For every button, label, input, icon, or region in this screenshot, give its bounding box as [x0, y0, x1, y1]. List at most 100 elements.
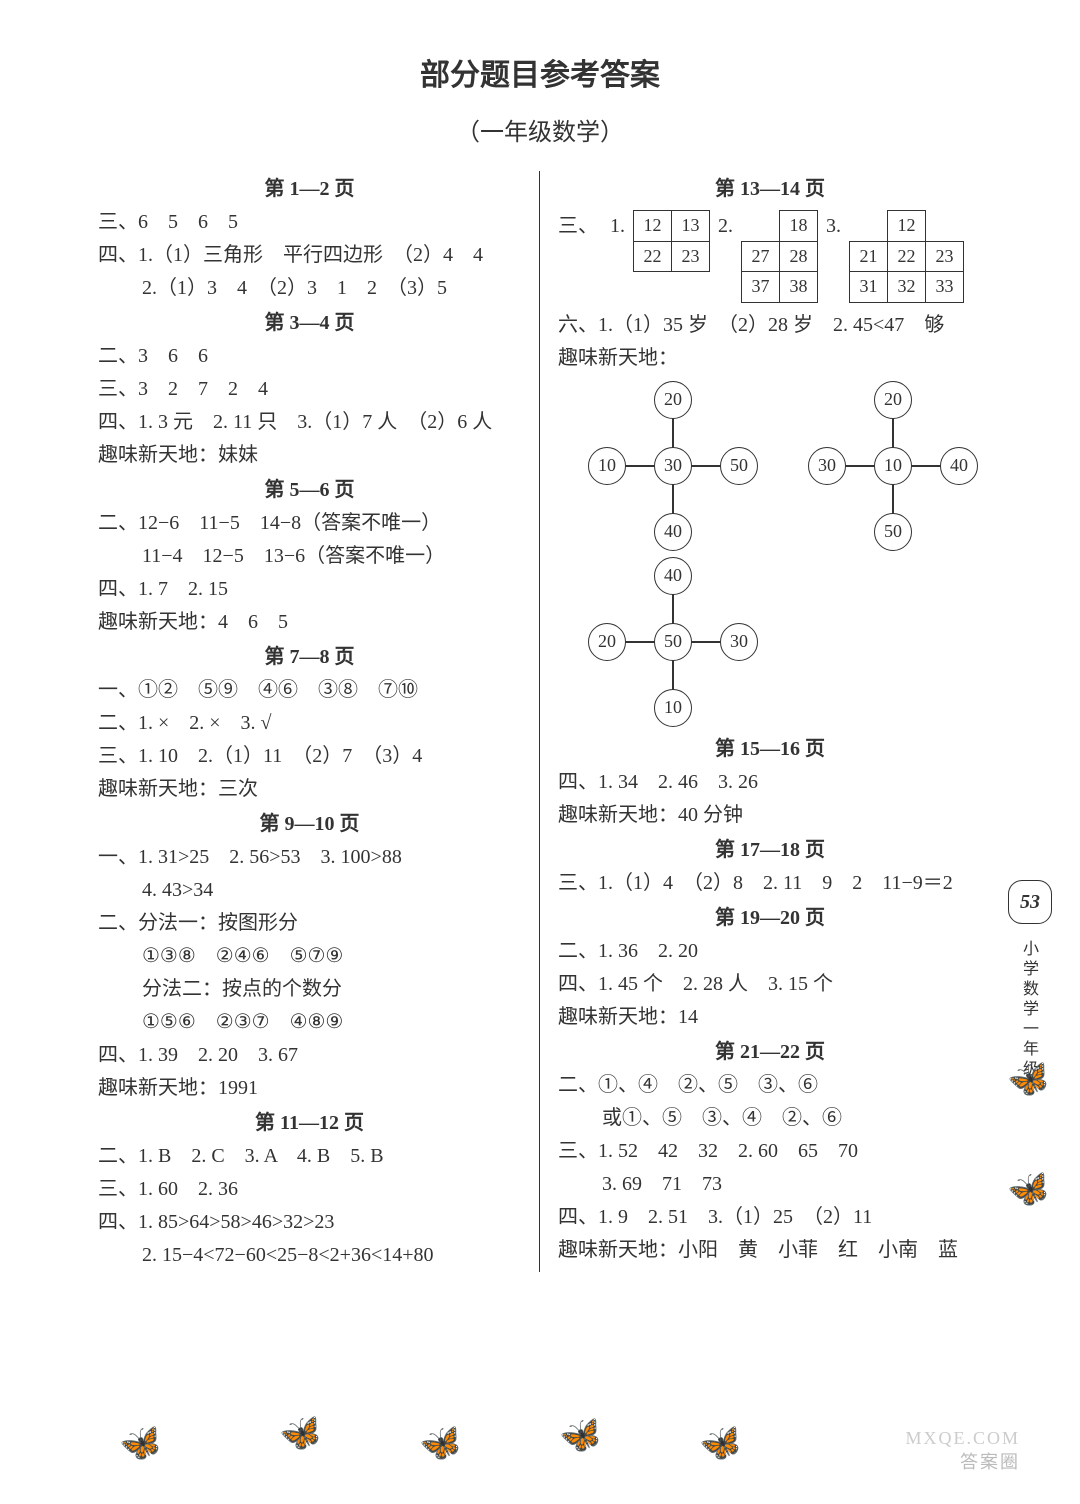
cell: 18 — [780, 211, 818, 242]
dragonfly-icon: 🦋 — [416, 1419, 467, 1469]
cell: 12 — [634, 211, 672, 242]
answer-line: 一、1. 31>25 2. 56>53 3. 100>88 — [98, 841, 521, 874]
grid-1: 1213 2223 — [633, 210, 710, 272]
cross-node: 40 — [654, 513, 692, 551]
cell: 21 — [850, 241, 888, 272]
answer-line: ①⑤⑥ ②③⑦ ④⑧⑨ — [98, 1006, 521, 1039]
content-columns: 第 1—2 页 三、6 5 6 5 四、1.（1）三角形 平行四边形 （2）4 … — [90, 171, 990, 1272]
heading: 第 13—14 页 — [558, 173, 982, 206]
answer-line: 三、3 2 7 2 4 — [98, 373, 521, 406]
heading: 第 5—6 页 — [98, 474, 521, 507]
grid-2: 18 2728 3738 — [741, 210, 818, 303]
cell: 31 — [850, 272, 888, 303]
answer-line: 三、1. 10 2.（1）11 （2）7 （3）4 — [98, 740, 521, 773]
cell: 38 — [780, 272, 818, 303]
heading: 第 3—4 页 — [98, 307, 521, 340]
heading: 第 15—16 页 — [558, 733, 982, 766]
answer-line: 三、6 5 6 5 — [98, 206, 521, 239]
heading: 第 1—2 页 — [98, 173, 521, 206]
cell: 23 — [926, 241, 964, 272]
grid-3: 12 212223 313233 — [849, 210, 964, 303]
answer-line: 或①、⑤ ③、④ ②、⑥ — [558, 1102, 982, 1135]
watermark: 答案圈 — [960, 1448, 1020, 1474]
heading: 第 19—20 页 — [558, 902, 982, 935]
answer-line: 二、1. × 2. × 3. √ — [98, 707, 521, 740]
cross-node: 10 — [588, 447, 626, 485]
heading: 第 11—12 页 — [98, 1107, 521, 1140]
cell: 22 — [888, 241, 926, 272]
answer-line: 三、1.（1）4 （2）8 2. 11 9 2 11−9＝2 — [558, 867, 982, 900]
cross-node: 50 — [874, 513, 912, 551]
cross-node: 50 — [654, 623, 692, 661]
cell: 23 — [672, 241, 710, 272]
dragonfly-icon: 🦋 — [1003, 1055, 1054, 1105]
answer-line: 四、1.（1）三角形 平行四边形 （2）4 4 — [98, 239, 521, 272]
number-boxes: 三、 1. 1213 2223 2. 18 2728 3738 3. 12 21… — [558, 210, 982, 303]
cell — [850, 211, 888, 242]
answer-line: 二、分法一：按图形分 — [98, 907, 521, 940]
cross-row-1: 20 40 10 50 30 20 50 30 40 10 — [588, 381, 982, 551]
box-label: 三、 — [558, 210, 598, 243]
answer-line: 二、3 6 6 — [98, 340, 521, 373]
dragonfly-icon: 🦋 — [556, 1411, 607, 1461]
answer-line: 11−4 12−5 13−6（答案不唯一） — [98, 540, 521, 573]
answer-line: 一、①② ⑤⑨ ④⑥ ③⑧ ⑦⑩ — [98, 674, 521, 707]
answer-line: 四、1. 85>64>58>46>32>23 — [98, 1206, 521, 1239]
answer-line: 四、1. 45 个 2. 28 人 3. 15 个 — [558, 968, 982, 1001]
cell: 28 — [780, 241, 818, 272]
answer-line: 2.（1）3 4 （2）3 1 2 （3）5 — [98, 272, 521, 305]
cross-node: 10 — [654, 689, 692, 727]
watermark: MXQE.COM — [905, 1428, 1020, 1449]
cross-puzzle: 2050304010 — [808, 381, 978, 551]
dragonfly-icon: 🦋 — [1003, 1165, 1054, 1215]
dragonfly-icon: 🦋 — [696, 1419, 747, 1469]
cross-node: 50 — [720, 447, 758, 485]
cell: 32 — [888, 272, 926, 303]
page-subtitle: （一年级数学） — [90, 112, 990, 147]
answer-line: 趣味新天地：4 6 5 — [98, 606, 521, 639]
cross-node: 40 — [940, 447, 978, 485]
box-index: 1. — [610, 210, 625, 243]
cross-node: 30 — [654, 447, 692, 485]
cell: 27 — [742, 241, 780, 272]
cross-puzzle: 40 10 20 30 50 — [588, 557, 758, 727]
answer-line: 四、1. 39 2. 20 3. 67 — [98, 1039, 521, 1072]
heading: 第 7—8 页 — [98, 641, 521, 674]
answer-line: 趣味新天地：14 — [558, 1001, 982, 1034]
cross-node: 10 — [874, 447, 912, 485]
answer-line: 3. 69 71 73 — [558, 1168, 982, 1201]
cell: 13 — [672, 211, 710, 242]
answer-line: 趣味新天地： — [558, 342, 982, 375]
cross-node: 20 — [588, 623, 626, 661]
cell: 22 — [634, 241, 672, 272]
heading: 第 21—22 页 — [558, 1036, 982, 1069]
cross-node: 20 — [874, 381, 912, 419]
answer-line: 分法二：按点的个数分 — [98, 973, 521, 1006]
answer-line: 趣味新天地：1991 — [98, 1072, 521, 1105]
right-column: 第 13—14 页 三、 1. 1213 2223 2. 18 2728 373… — [540, 171, 990, 1272]
answer-line: 2. 15−4<72−60<25−8<2+36<14+80 — [98, 1239, 521, 1272]
answer-line: 三、1. 60 2. 36 — [98, 1173, 521, 1206]
answer-line: 二、1. B 2. C 3. A 4. B 5. B — [98, 1140, 521, 1173]
answer-line: 趣味新天地：三次 — [98, 773, 521, 806]
cross-node: 40 — [654, 557, 692, 595]
answer-line: 二、12−6 11−5 14−8（答案不唯一） — [98, 507, 521, 540]
answer-line: 四、1. 3 元 2. 11 只 3.（1）7 人 （2）6 人 — [98, 406, 521, 439]
cell: 33 — [926, 272, 964, 303]
cell: 12 — [888, 211, 926, 242]
cross-puzzle: 20 40 10 50 30 — [588, 381, 758, 551]
cross-node: 20 — [654, 381, 692, 419]
page-title: 部分题目参考答案 — [90, 50, 990, 94]
answer-line: 趣味新天地：小阳 黄 小菲 红 小南 蓝 — [558, 1234, 982, 1267]
answer-line: 四、1. 7 2. 15 — [98, 573, 521, 606]
cell: 37 — [742, 272, 780, 303]
answer-line: 趣味新天地：40 分钟 — [558, 799, 982, 832]
dragonfly-icon: 🦋 — [276, 1409, 327, 1459]
answer-line: 趣味新天地：妹妹 — [98, 439, 521, 472]
page-number-badge: 53 — [1008, 880, 1052, 924]
cross-node: 30 — [720, 623, 758, 661]
cell — [926, 211, 964, 242]
heading: 第 9—10 页 — [98, 808, 521, 841]
answer-line: 二、①、④ ②、⑤ ③、⑥ — [558, 1069, 982, 1102]
answer-line: 四、1. 34 2. 46 3. 26 — [558, 766, 982, 799]
